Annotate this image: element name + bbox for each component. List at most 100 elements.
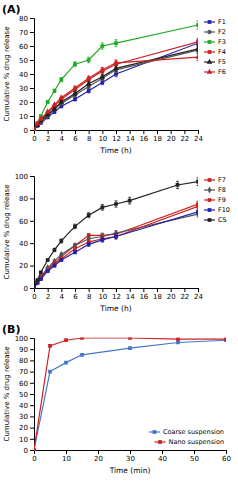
tick-mark	[30, 60, 34, 61]
error-bar-cap	[197, 203, 199, 204]
marker	[59, 258, 63, 262]
tick-label: 40	[19, 240, 28, 248]
error-bar	[128, 197, 131, 204]
tick: 12	[112, 288, 121, 301]
legend: F1F2F3F4F5F6	[204, 18, 226, 76]
tick: 10	[62, 450, 71, 463]
figure: 02468101214161820222401020304050607080Ti…	[0, 0, 238, 500]
error-bar	[197, 209, 199, 215]
tick-label: 20	[19, 262, 28, 270]
tick: 6	[73, 288, 78, 301]
tick: 30	[19, 413, 34, 421]
error-bar	[87, 57, 90, 63]
axis-line	[30, 19, 35, 131]
error-bar-cap	[115, 71, 118, 72]
tick: 0	[32, 130, 36, 143]
tick: 22	[180, 130, 189, 143]
error-bar-cap	[101, 79, 104, 80]
tick-mark	[89, 130, 90, 134]
error-bar-cap	[197, 185, 199, 186]
marker	[34, 127, 37, 131]
tick: 70	[19, 29, 34, 37]
legend-item: F2	[204, 28, 226, 36]
marker	[53, 264, 57, 268]
line	[34, 214, 198, 288]
legend-label: F3	[218, 38, 226, 46]
tick-label: 2	[46, 135, 50, 143]
error-bar	[87, 89, 90, 93]
legend-item: F5	[204, 58, 226, 66]
tick: 80	[19, 15, 34, 23]
tick-label: 20	[94, 455, 103, 463]
error-bar	[101, 205, 104, 211]
tick-label: 10	[98, 293, 107, 301]
tick-mark	[171, 288, 172, 292]
marker	[100, 238, 104, 242]
series	[34, 338, 226, 451]
error-bar-cap	[115, 76, 118, 77]
series	[34, 178, 198, 289]
tick-label: 8	[87, 135, 91, 143]
error-bar-cap	[197, 177, 199, 178]
tick-label: 100	[15, 173, 28, 181]
marker	[36, 278, 40, 282]
error-bar-cap	[176, 181, 179, 182]
axis-line	[30, 177, 35, 289]
plot-area	[34, 338, 226, 451]
error-bar-cap	[197, 53, 199, 54]
error-bar-cap	[115, 200, 118, 201]
error-bar-cap	[101, 237, 104, 238]
marker	[86, 75, 92, 80]
tick: 60	[19, 218, 34, 226]
line	[34, 182, 198, 288]
marker	[113, 65, 119, 70]
marker	[59, 251, 63, 258]
error-bar	[115, 40, 118, 47]
tick-mark	[61, 130, 62, 134]
marker	[114, 235, 118, 239]
tick-mark	[30, 288, 34, 289]
tick-label: 70	[19, 368, 28, 376]
marker	[73, 250, 77, 254]
error-bar-cap	[197, 20, 199, 21]
tick-label: 40	[158, 455, 167, 463]
tick: 80	[19, 195, 34, 203]
tick-mark	[30, 383, 34, 384]
tick: 30	[126, 450, 135, 463]
marker	[80, 338, 84, 340]
error-bar	[60, 239, 63, 243]
legend-label: F1	[218, 18, 226, 26]
tick-label: 8	[87, 293, 91, 301]
x-axis: 024681012141618202224	[32, 130, 203, 143]
legend-swatch-marker	[207, 69, 213, 74]
line	[34, 25, 198, 130]
line	[34, 57, 198, 130]
tick-mark	[102, 130, 103, 134]
tick: 0	[32, 450, 36, 463]
error-bar-cap	[74, 66, 77, 67]
tick-label: 60	[19, 43, 28, 51]
tick-label: 16	[139, 293, 148, 301]
tick: 30	[19, 85, 34, 93]
error-bar-cap	[101, 80, 104, 81]
tick: 20	[19, 262, 34, 270]
tick-label: 22	[180, 135, 189, 143]
y-axis: 0102030405060708090100	[15, 335, 35, 455]
tick-label: 0	[32, 455, 36, 463]
tick-label: 4	[60, 135, 65, 143]
tick: 20	[167, 288, 176, 301]
tick: 24	[194, 288, 203, 301]
tick-mark	[30, 221, 34, 222]
axis-line	[35, 289, 199, 293]
marker	[196, 40, 198, 44]
marker	[64, 338, 68, 342]
error-bar-cap	[176, 188, 179, 189]
tick: 50	[19, 57, 34, 65]
y-axis-title: Cumulative % drug release	[3, 26, 11, 121]
legend: Coarse suspensionNano suspension	[149, 428, 224, 446]
tick-label: 60	[19, 218, 28, 226]
tick-label: 0	[24, 447, 28, 455]
tick: 50	[19, 391, 34, 399]
marker	[53, 89, 57, 93]
error-bar-cap	[101, 204, 104, 205]
